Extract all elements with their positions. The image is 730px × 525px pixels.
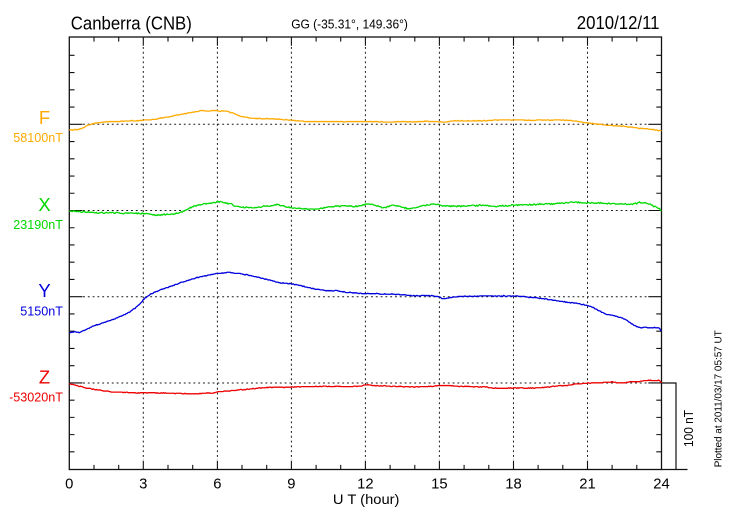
svg-text:58100nT: 58100nT — [13, 131, 63, 145]
svg-text:15: 15 — [431, 476, 447, 492]
svg-text:Canberra (CNB): Canberra (CNB) — [71, 13, 192, 34]
svg-text:U T (hour): U T (hour) — [333, 492, 400, 508]
svg-text:24: 24 — [653, 476, 669, 492]
svg-text:21: 21 — [579, 476, 595, 492]
svg-text:X: X — [38, 194, 50, 215]
svg-text:23190nT: 23190nT — [13, 218, 63, 232]
svg-text:F: F — [39, 107, 50, 128]
svg-text:0: 0 — [65, 476, 73, 492]
svg-text:12: 12 — [357, 476, 373, 492]
svg-text:3: 3 — [139, 476, 147, 492]
svg-text:Z: Z — [39, 367, 50, 388]
svg-text:-53020nT: -53020nT — [9, 391, 63, 405]
svg-text:9: 9 — [287, 476, 295, 492]
svg-text:2010/12/11: 2010/12/11 — [577, 12, 660, 33]
svg-text:100 nT: 100 nT — [681, 410, 696, 447]
svg-text:6: 6 — [213, 476, 221, 492]
svg-text:18: 18 — [505, 476, 521, 492]
svg-text:Y: Y — [38, 280, 50, 301]
svg-text:5150nT: 5150nT — [20, 304, 63, 318]
svg-text:GG (-35.31°, 149.36°): GG (-35.31°, 149.36°) — [291, 16, 408, 31]
svg-text:Plotted at 2011/03/17 05:57 UT: Plotted at 2011/03/17 05:57 UT — [713, 330, 725, 468]
